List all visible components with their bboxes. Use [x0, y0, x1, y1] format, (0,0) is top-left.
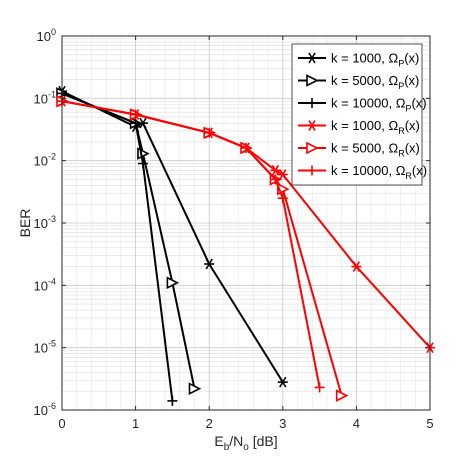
data-point — [314, 382, 325, 393]
y-axis-title: BER — [17, 209, 33, 238]
legend-label: k = 1000, ΩR(x) — [331, 118, 420, 136]
data-point — [130, 109, 141, 120]
data-point — [130, 118, 141, 129]
legend-label: k = 5000, ΩP(x) — [331, 73, 419, 91]
legend-marker — [306, 74, 319, 87]
data-point — [351, 261, 362, 272]
y-tick-label: 10-3 — [34, 214, 56, 231]
legend-label: k = 10000, ΩR(x) — [331, 163, 427, 181]
y-tick-label: 10-4 — [34, 276, 56, 293]
legend-item: k = 10000, ΩR(x) — [298, 163, 427, 181]
legend-marker — [307, 165, 317, 176]
x-tick-label: 3 — [279, 416, 286, 431]
x-axis-title: Eb/No [dB] — [214, 433, 277, 453]
data-point — [166, 276, 180, 290]
legend-item: k = 10000, ΩP(x) — [298, 96, 427, 114]
x-tick-label: 4 — [353, 416, 360, 431]
data-point — [277, 169, 288, 180]
data-point — [241, 142, 251, 153]
legend-box — [291, 43, 423, 186]
data-point — [270, 174, 281, 185]
data-point — [137, 158, 148, 169]
x-tick-label: 0 — [58, 416, 65, 431]
x-tick-label: 1 — [132, 416, 139, 431]
data-point — [167, 395, 178, 406]
legend-marker — [307, 52, 317, 64]
data-point — [335, 389, 349, 402]
legend-label: k = 10000, ΩP(x) — [331, 96, 427, 114]
data-point — [188, 382, 202, 395]
data-point — [277, 193, 288, 204]
y-tick-label: 10-6 — [34, 401, 56, 418]
legend-item: k = 5000, ΩP(x) — [298, 73, 419, 91]
legend-marker — [307, 98, 317, 108]
series-layer — [56, 85, 435, 406]
ticks — [61, 35, 431, 411]
data-point — [270, 164, 281, 176]
legend-item: k = 1000, ΩP(x) — [298, 51, 419, 69]
y-tick-label: 10-5 — [34, 339, 56, 356]
y-tick-label: 10-1 — [34, 89, 56, 106]
data-point — [204, 258, 215, 270]
data-point — [204, 127, 215, 138]
legend-label: k = 1000, ΩP(x) — [331, 51, 419, 69]
legend-marker — [306, 141, 319, 155]
legend-label: k = 5000, ΩR(x) — [331, 141, 420, 159]
legend: k = 1000, ΩP(x) k = 5000, ΩP(x) k = 10000,… — [291, 43, 427, 186]
legend-item: k = 1000, ΩR(x) — [298, 118, 420, 136]
legend-item: k = 5000, ΩR(x) — [298, 141, 420, 159]
tick-labels: 0 1 2 3 4 5 100 10-1 10-2 10-3 10-4 10-5 10-6 — [34, 27, 434, 431]
y-tick-label: 10-2 — [34, 152, 56, 169]
x-tick-label: 2 — [206, 416, 213, 431]
data-point — [277, 376, 288, 388]
y-tick-label: 100 — [37, 27, 56, 44]
x-tick-label: 5 — [426, 416, 433, 431]
legend-marker — [307, 120, 317, 131]
